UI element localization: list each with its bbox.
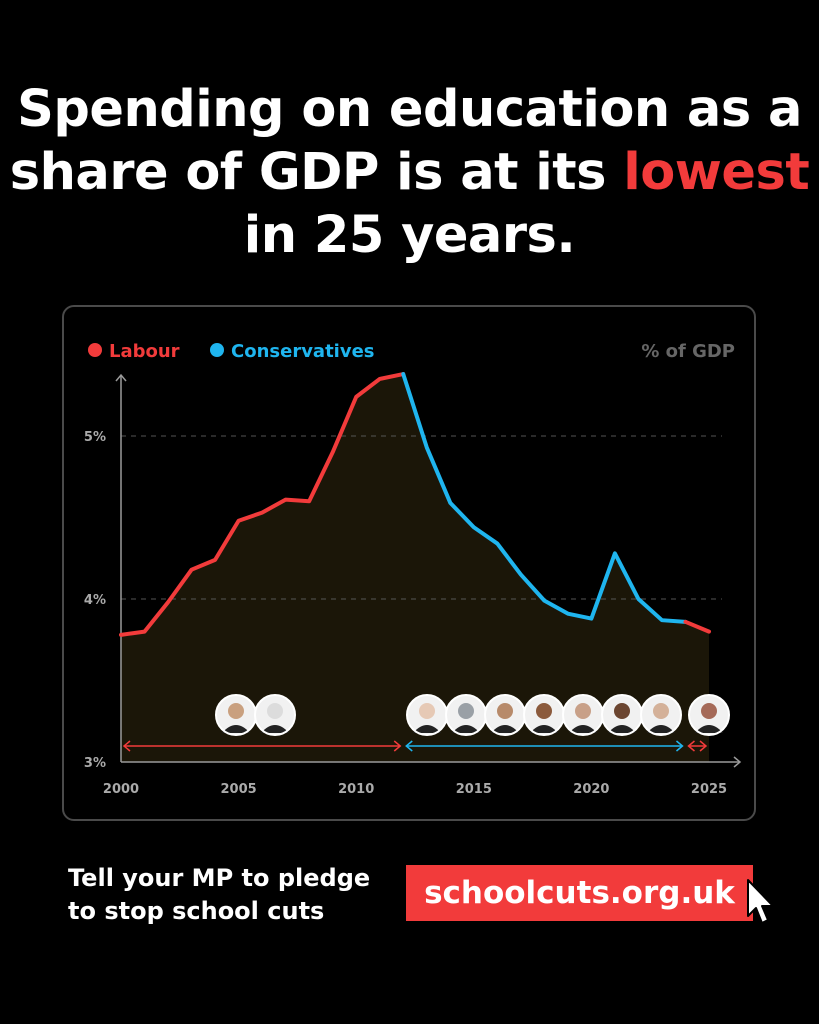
avatar-suit [569, 725, 597, 733]
x-tick-label: 2000 [103, 782, 139, 797]
legend-label-labour: Labour [109, 341, 180, 362]
y-tick-label: 5% [84, 430, 106, 445]
avatar-suit [530, 725, 558, 733]
avatar-head [228, 703, 244, 719]
politician-avatar [523, 694, 565, 736]
avatar-head [419, 703, 435, 719]
series-line-labour-2 [683, 619, 711, 634]
period-arrow-head-right-2 [699, 740, 708, 752]
avatar-ring [640, 694, 682, 736]
politician-avatar [688, 694, 730, 736]
avatar-suit [413, 725, 441, 733]
avatar-suit [491, 725, 519, 733]
area-fill [121, 374, 709, 762]
headline-highlight: lowest [623, 143, 810, 202]
period-arrow-head-right-0 [393, 740, 402, 752]
avatar-suit [608, 725, 636, 733]
avatar-head [458, 703, 474, 719]
period-arrow-head-right-1 [675, 740, 684, 752]
avatar-head [267, 703, 283, 719]
avatar-head [701, 703, 717, 719]
avatar-suit [222, 725, 250, 733]
avatar-suit [695, 725, 723, 733]
period-arrow-head-left-2 [687, 740, 695, 752]
y-tick-label: 3% [84, 756, 106, 771]
cta-text: Tell your MP to pledge to stop school cu… [68, 864, 371, 925]
avatar-head [536, 703, 552, 719]
x-tick-label: 2020 [573, 782, 609, 797]
avatar-ring [254, 694, 296, 736]
period-arrow-head-left-0 [122, 740, 131, 752]
y-tick-label: 4% [84, 593, 106, 608]
avatar-head [653, 703, 669, 719]
x-tick-label: 2005 [221, 782, 257, 797]
x-axis-arrow [733, 756, 742, 768]
politician-avatar [445, 694, 487, 736]
legend-label-conservatives: Conservatives [231, 341, 375, 362]
legend-dot-conservatives [210, 343, 224, 357]
politician-avatar [406, 694, 448, 736]
politician-avatar [484, 694, 526, 736]
series-line-conservatives-1 [401, 372, 688, 624]
politician-avatar [640, 694, 682, 736]
politician-avatar [215, 694, 257, 736]
avatar-suit [647, 725, 675, 733]
headline: Spending on education as a share of GDP … [0, 78, 819, 267]
politician-avatar [254, 694, 296, 736]
chart-card [62, 305, 756, 821]
x-tick-label: 2010 [338, 782, 374, 797]
headline-part2: in 25 years. [243, 206, 576, 265]
pointer-cursor-icon [747, 879, 774, 924]
avatar-head [497, 703, 513, 719]
y-unit-label: % of GDP [641, 341, 735, 362]
avatar-suit [261, 725, 289, 733]
x-tick-label: 2015 [456, 782, 492, 797]
avatar-suit [452, 725, 480, 733]
x-tick-label: 2025 [691, 782, 727, 797]
legend-dot-labour [88, 343, 102, 357]
headline-part1: Spending on education as a share of GDP … [9, 80, 803, 202]
avatar-head [614, 703, 630, 719]
avatar-ring [688, 694, 730, 736]
series-line-labour-0 [119, 372, 406, 637]
avatar-head [575, 703, 591, 719]
period-arrow-head-left-1 [405, 740, 413, 752]
politician-avatar [601, 694, 643, 736]
politician-avatar [562, 694, 604, 736]
schoolcuts-link-button[interactable]: schoolcuts.org.uk [406, 865, 753, 921]
y-axis-arrow [115, 373, 127, 382]
